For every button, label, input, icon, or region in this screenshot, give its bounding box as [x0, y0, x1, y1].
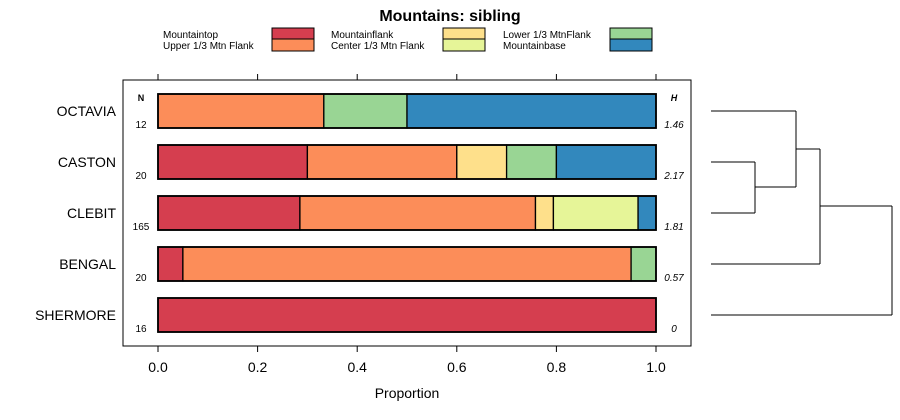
legend-label: Lower 1/3 MtnFlank — [503, 30, 592, 41]
bar-segment-0-5 — [406, 93, 657, 129]
bar-segment-1-1 — [306, 144, 458, 180]
h-value: 1.81 — [664, 222, 683, 233]
bar-segment-3-4 — [630, 246, 657, 282]
x-tick-label: 0.6 — [447, 359, 467, 375]
bar-outline-0 — [157, 93, 657, 129]
bar-outline-4 — [157, 297, 657, 333]
bar-segment-1-4 — [505, 144, 558, 180]
x-tick-label: 0.4 — [347, 359, 367, 375]
dendrogram — [711, 110, 893, 316]
category-label: CLEBIT — [67, 205, 116, 221]
n-header: N — [138, 93, 145, 103]
bar-segment-1-0 — [157, 144, 309, 180]
bar-segment-3-0 — [157, 246, 184, 282]
plot-frame — [122, 79, 692, 347]
legend-swatch — [609, 27, 653, 41]
h-value: 0.57 — [664, 273, 684, 284]
category-label: CASTON — [58, 154, 116, 170]
bar-segment-0-1 — [157, 93, 325, 129]
bar-segment-1-5 — [555, 144, 657, 180]
axes: 0.0 0.2 0.4 0.6 0.8 1.0 — [148, 74, 666, 375]
n-value: 20 — [135, 171, 147, 182]
bar-segment-3-1 — [182, 246, 632, 282]
legend-label: Mountaintop — [163, 30, 218, 41]
bar-segment-2-3 — [552, 195, 639, 231]
bar-segment-2-5 — [637, 195, 657, 231]
legend-label: Center 1/3 Mtn Flank — [331, 41, 425, 52]
h-value: 1.46 — [664, 120, 684, 131]
legend-swatch — [442, 27, 486, 41]
h-value: 2.17 — [663, 171, 684, 182]
category-label: BENGAL — [59, 256, 116, 272]
legend-swatch — [442, 38, 486, 52]
legend-label: Mountainflank — [331, 30, 394, 41]
chart-title: Mountains: sibling — [379, 8, 520, 25]
bar-outline-3 — [157, 246, 657, 282]
h-header: H — [671, 93, 678, 103]
n-value: 165 — [133, 222, 150, 233]
n-value: 12 — [135, 120, 147, 131]
h-value: 0 — [671, 324, 677, 335]
bar-segment-0-4 — [323, 93, 408, 129]
bar-outline-2 — [157, 195, 657, 231]
x-tick-label: 0.8 — [547, 359, 567, 375]
bar-segment-2-2 — [534, 195, 555, 231]
legend-swatch — [271, 27, 315, 41]
n-value: 20 — [135, 273, 147, 284]
x-tick-label: 0.2 — [248, 359, 268, 375]
x-axis-label: Proportion — [375, 385, 440, 401]
n-value: 16 — [135, 324, 147, 335]
legend-swatch — [609, 38, 653, 52]
bar-segment-2-1 — [299, 195, 537, 231]
bar-segment-2-0 — [157, 195, 301, 231]
x-tick-label: 0.0 — [148, 359, 168, 375]
legend-swatch — [271, 38, 315, 52]
bar-segment-1-2 — [456, 144, 508, 180]
category-label: OCTAVIA — [57, 103, 117, 119]
bar-segment-4-0 — [157, 297, 657, 333]
bar-outline-1 — [157, 144, 657, 180]
category-label: SHERMORE — [35, 307, 116, 323]
bars: OCTAVIA 12 1.46 CASTON 20 2.17 CLEBIT 165 1.81 BE… — [35, 93, 684, 335]
legend-label: Upper 1/3 Mtn Flank — [163, 41, 255, 52]
legend-label: Mountainbase — [503, 41, 566, 52]
x-tick-label: 1.0 — [646, 359, 666, 375]
